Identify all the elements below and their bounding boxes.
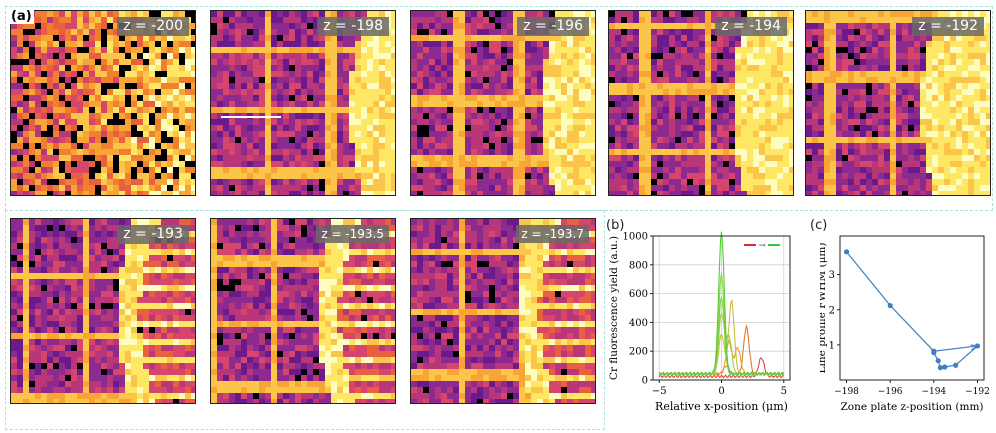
x-tick-label: −192 bbox=[965, 387, 990, 397]
panel-a-tag: (a) bbox=[9, 9, 34, 24]
map-tile: z = -193 bbox=[10, 218, 196, 404]
z-position-label: z = -200 bbox=[117, 17, 189, 36]
map-tile: z = -196 bbox=[410, 10, 596, 196]
panel-a-bottom-frame bbox=[5, 210, 605, 430]
x-tick-label: −196 bbox=[878, 387, 903, 397]
y-tick-label: 800 bbox=[629, 260, 648, 271]
fwhm-line bbox=[846, 251, 980, 369]
series-line bbox=[658, 297, 785, 377]
z-position-label: z = -196 bbox=[517, 17, 589, 36]
y-tick-label: 1000 bbox=[623, 232, 648, 243]
z-position-label: z = -193.7 bbox=[516, 225, 589, 243]
z-position-label: z = -193.5 bbox=[316, 225, 389, 243]
plot-frame bbox=[839, 235, 985, 381]
x-tick-label: −194 bbox=[921, 387, 946, 397]
y-axis-label: Cr fluorescence yield (a.u.) bbox=[608, 236, 620, 380]
y-tick-label: 2 bbox=[829, 305, 835, 316]
fwhm-arrow bbox=[970, 344, 980, 351]
x-axis-label: Zone plate z-position (mm) bbox=[840, 401, 983, 413]
x-tick-label: 0 bbox=[718, 386, 724, 397]
y-tick-label: 1 bbox=[829, 340, 835, 351]
fwhm-point bbox=[931, 350, 937, 356]
z-position-label: z = -192 bbox=[912, 17, 984, 36]
fwhm-point bbox=[843, 249, 850, 255]
map-tile: z = -192 bbox=[805, 10, 991, 196]
fwhm-point bbox=[953, 362, 959, 368]
fwhm-point bbox=[887, 302, 893, 309]
panel-b-chart: 0 200 400 600 800 1000 −5 0 5 → Relative x-positio… bbox=[608, 231, 791, 413]
map-tile: z = -200 bbox=[10, 10, 196, 196]
panel-c-chart: 1 2 3 −198 −196 −194 −192 Zone plate z-position… bbox=[820, 235, 990, 413]
y-tick-label: 600 bbox=[629, 289, 648, 300]
y-tick-label: 0 bbox=[642, 376, 648, 387]
panel-c-tag: (c) bbox=[810, 218, 828, 233]
map-tile: z = -193.5 bbox=[210, 218, 396, 404]
y-tick-label: 400 bbox=[629, 318, 648, 329]
x-tick-label: 5 bbox=[781, 386, 787, 397]
z-position-label: z = -194 bbox=[715, 17, 787, 36]
x-tick-label: −198 bbox=[834, 387, 859, 397]
series-line bbox=[658, 231, 785, 376]
z-position-label: z = -193 bbox=[117, 225, 189, 244]
legend-arrow: → bbox=[758, 241, 766, 251]
map-tile: z = -194 bbox=[608, 10, 794, 196]
z-position-label: z = -198 bbox=[317, 17, 389, 36]
map-tile: z = -193.7 bbox=[410, 218, 596, 404]
map-tile: z = -198 bbox=[210, 10, 396, 196]
y-tick-label: 3 bbox=[829, 270, 835, 281]
fwhm-point bbox=[937, 365, 943, 371]
y-axis-label: Line profile FWHM (μm) bbox=[820, 243, 828, 374]
y-tick-label: 200 bbox=[629, 347, 648, 358]
panel-b-tag: (b) bbox=[606, 218, 625, 233]
x-axis-label: Relative x-position (μm) bbox=[655, 400, 788, 413]
x-tick-label: −5 bbox=[652, 386, 667, 397]
fwhm-point bbox=[942, 364, 948, 370]
fwhm-point bbox=[935, 358, 941, 364]
